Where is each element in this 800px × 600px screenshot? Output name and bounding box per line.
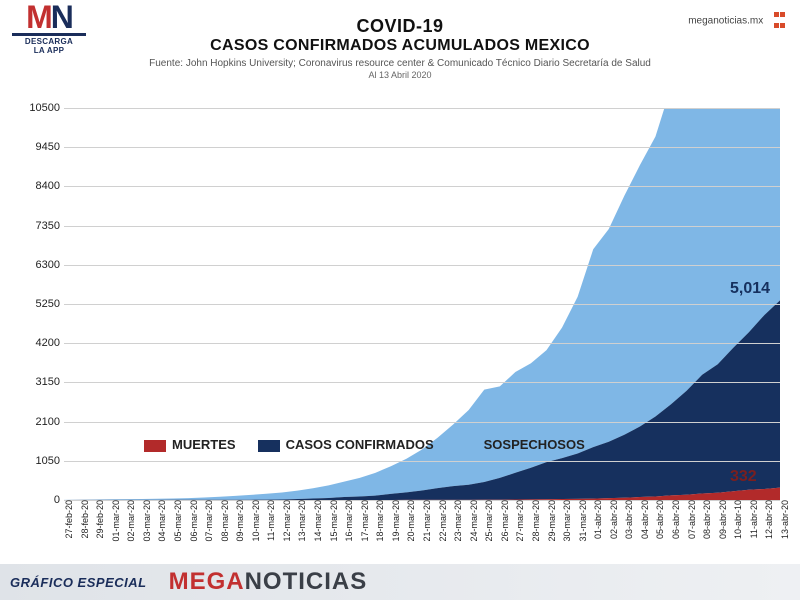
- grid-line: [64, 382, 780, 383]
- y-tick-label: 10500: [29, 102, 60, 114]
- grid-line: [64, 147, 780, 148]
- grid-line: [64, 186, 780, 187]
- footer: GRÁFICO ESPECIAL MEGANOTICIAS: [0, 564, 800, 600]
- footer-left: GRÁFICO ESPECIAL: [10, 575, 147, 590]
- title-line1: COVID-19: [12, 16, 788, 37]
- logo-sub1: DESCARGA: [12, 37, 86, 46]
- y-axis: 0105021003150420052506300735084009450105…: [20, 108, 64, 500]
- end-value-label: 332: [730, 468, 757, 486]
- y-tick-label: 6300: [36, 259, 60, 271]
- swatch-sospechosos: [456, 440, 478, 452]
- legend-label-sospechosos: SOSPECHOSOS: [484, 437, 585, 452]
- grid-line: [64, 343, 780, 344]
- y-tick-label: 1050: [36, 455, 60, 467]
- grid-icon: [774, 10, 786, 32]
- top-right: meganoticias.mx: [688, 10, 786, 32]
- y-tick-label: 2100: [36, 416, 60, 428]
- legend-sospechosos: SOSPECHOSOS: [456, 437, 585, 452]
- source-line: Fuente: John Hopkins University; Coronav…: [12, 58, 788, 69]
- y-tick-label: 3150: [36, 376, 60, 388]
- y-tick-label: 5250: [36, 298, 60, 310]
- y-tick-label: 9450: [36, 141, 60, 153]
- legend-muertes: MUERTES: [144, 437, 236, 452]
- asof-line: Al 13 Abril 2020: [12, 70, 788, 80]
- site-url: meganoticias.mx: [688, 16, 763, 27]
- brand-logo: MN DESCARGA LA APP: [12, 4, 86, 55]
- x-axis: 27-feb-2028-feb-2029-feb-2001-mar-2002-m…: [64, 500, 780, 538]
- grid-line: [64, 304, 780, 305]
- title-line2: CASOS CONFIRMADOS ACUMULADOS MEXICO: [12, 37, 788, 55]
- y-tick-label: 4200: [36, 337, 60, 349]
- grid-line: [64, 422, 780, 423]
- legend: MUERTES CASOS CONFIRMADOS SOSPECHOSOS: [144, 437, 585, 452]
- y-tick-label: 7350: [36, 220, 60, 232]
- logo-n: N: [51, 0, 72, 35]
- grid-line: [64, 108, 780, 109]
- footer-mega: MEGA: [169, 568, 245, 595]
- footer-noticias: NOTICIAS: [245, 568, 368, 595]
- logo-sub2: LA APP: [12, 46, 86, 55]
- legend-label-muertes: MUERTES: [172, 437, 236, 452]
- chart: 0105021003150420052506300735084009450105…: [20, 108, 780, 538]
- grid-line: [64, 461, 780, 462]
- swatch-confirmados: [258, 440, 280, 452]
- legend-confirmados: CASOS CONFIRMADOS: [258, 437, 434, 452]
- y-tick-label: 8400: [36, 180, 60, 192]
- grid-line: [64, 265, 780, 266]
- swatch-muertes: [144, 440, 166, 452]
- end-value-label: 5,014: [730, 280, 770, 298]
- logo-letters: MN: [12, 4, 86, 31]
- y-tick-label: 0: [54, 494, 60, 506]
- legend-label-confirmados: CASOS CONFIRMADOS: [286, 437, 434, 452]
- grid-line: [64, 226, 780, 227]
- logo-m: M: [26, 0, 51, 35]
- chart-titles: COVID-19 CASOS CONFIRMADOS ACUMULADOS ME…: [12, 16, 788, 80]
- footer-brand: MEGANOTICIAS: [169, 568, 368, 596]
- x-tick-label: 13-abr-20: [780, 500, 800, 539]
